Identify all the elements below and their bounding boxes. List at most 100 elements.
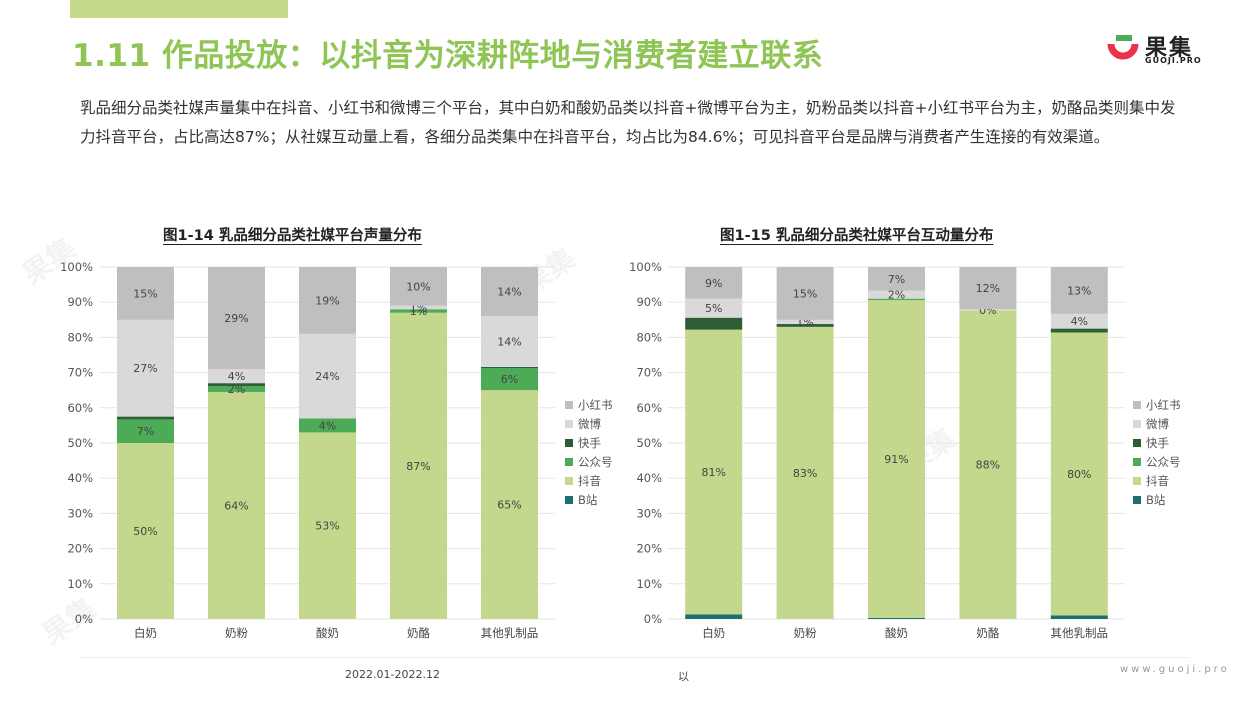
x-tick-label: 其他乳制品 bbox=[1051, 626, 1109, 640]
bar-segment bbox=[299, 333, 356, 419]
bar-segment bbox=[776, 267, 834, 320]
data-label: 7% bbox=[137, 425, 154, 438]
bar-segment bbox=[208, 267, 265, 370]
chart-title-interaction: 图1-15 乳品细分品类社媒平台互动量分布 bbox=[720, 228, 994, 244]
header-accent-bar bbox=[70, 0, 288, 18]
x-tick-label: 白奶 bbox=[702, 626, 725, 640]
y-tick-label: 20% bbox=[67, 542, 93, 556]
bar-segment bbox=[299, 432, 356, 619]
logo-icon bbox=[1107, 35, 1139, 60]
data-label: 15% bbox=[793, 287, 817, 300]
y-tick-label: 30% bbox=[67, 506, 93, 520]
data-label: 53% bbox=[315, 520, 339, 533]
data-label: 12% bbox=[976, 282, 1000, 295]
y-tick-label: 100% bbox=[629, 260, 662, 274]
y-tick-label: 30% bbox=[636, 506, 662, 520]
legend-label: 公众号 bbox=[1146, 454, 1181, 469]
bar-segment bbox=[776, 326, 834, 619]
legend-label: B站 bbox=[1146, 492, 1166, 507]
bar-segment bbox=[208, 391, 265, 619]
bar-segment bbox=[776, 324, 834, 327]
legend-item: 快手 bbox=[565, 433, 613, 452]
data-label: 10% bbox=[406, 280, 430, 293]
legend-label: 抖音 bbox=[578, 473, 601, 488]
data-label: 88% bbox=[976, 459, 1000, 472]
y-tick-label: 70% bbox=[636, 366, 662, 380]
y-tick-label: 60% bbox=[67, 401, 93, 415]
y-tick-label: 50% bbox=[67, 436, 93, 450]
bar-segment bbox=[117, 416, 174, 420]
data-label: 9% bbox=[705, 277, 722, 290]
data-label: 19% bbox=[315, 294, 339, 307]
bar-segment bbox=[299, 418, 356, 433]
bar-segment bbox=[685, 317, 743, 330]
bar-segment bbox=[685, 614, 743, 619]
legend-item: B站 bbox=[565, 490, 613, 509]
bar-segment bbox=[208, 369, 265, 384]
legend-item: 公众号 bbox=[1133, 452, 1181, 471]
legend-label: 快手 bbox=[1146, 435, 1169, 450]
legend-swatch bbox=[565, 438, 573, 447]
x-tick-label: 其他乳制品 bbox=[481, 626, 539, 640]
legend-swatch bbox=[1133, 495, 1141, 504]
data-label: 91% bbox=[884, 453, 908, 466]
data-label: 64% bbox=[224, 499, 248, 512]
data-label: 50% bbox=[133, 525, 157, 538]
legend-interaction: 小红书 微博 快手 公众号 抖音 B站 bbox=[1133, 395, 1181, 509]
data-label: 5% bbox=[705, 302, 722, 315]
data-label: 4% bbox=[228, 370, 245, 383]
bar-segment bbox=[1050, 615, 1108, 619]
description-paragraph: 乳品细分品类社媒声量集中在抖音、小红书和微博三个平台，其中白奶和酸奶品类以抖音+… bbox=[80, 99, 1176, 146]
legend-label: 微博 bbox=[578, 416, 601, 431]
y-tick-label: 0% bbox=[644, 612, 662, 626]
y-tick-label: 50% bbox=[636, 436, 662, 450]
data-label: 15% bbox=[133, 287, 157, 300]
legend-item: 微博 bbox=[1133, 414, 1181, 433]
bar-segment bbox=[1050, 313, 1108, 329]
footer-divider bbox=[80, 657, 1190, 658]
bar-segment bbox=[1050, 328, 1108, 333]
y-tick-label: 90% bbox=[67, 295, 93, 309]
legend-label: 小红书 bbox=[578, 397, 613, 412]
legend-item: B站 bbox=[1133, 490, 1181, 509]
data-label: 4% bbox=[1071, 315, 1088, 328]
bar-segment bbox=[208, 385, 265, 392]
bar-segment bbox=[959, 267, 1017, 310]
y-tick-label: 10% bbox=[67, 577, 93, 591]
legend-item: 公众号 bbox=[565, 452, 613, 471]
bar-segment bbox=[481, 366, 538, 369]
page-title: 1.11 作品投放：以抖音为深耕阵地与消费者建立联系 bbox=[72, 38, 824, 74]
footer-date: 2022.01-2022.12 bbox=[345, 668, 440, 681]
bar-segment bbox=[868, 298, 925, 301]
legend-swatch bbox=[565, 457, 573, 466]
data-label: 27% bbox=[133, 362, 157, 375]
bar-segment bbox=[390, 309, 447, 313]
data-label: 24% bbox=[315, 370, 339, 383]
data-label: 81% bbox=[701, 466, 725, 479]
y-tick-label: 20% bbox=[636, 542, 662, 556]
legend-label: B站 bbox=[578, 492, 598, 507]
legend-item: 快手 bbox=[1133, 433, 1181, 452]
x-tick-label: 酸奶 bbox=[885, 626, 908, 640]
footer-url: www.guoji.pro bbox=[1120, 664, 1230, 675]
data-label: 4% bbox=[319, 419, 336, 432]
x-tick-label: 奶酪 bbox=[407, 626, 430, 640]
legend-label: 微博 bbox=[1146, 416, 1169, 431]
legend-swatch bbox=[565, 419, 573, 428]
data-label: 13% bbox=[1067, 284, 1091, 297]
bar-segment bbox=[868, 267, 925, 291]
bar-segment bbox=[685, 329, 743, 615]
bar-segment bbox=[868, 290, 925, 299]
legend-label: 快手 bbox=[578, 435, 601, 450]
x-tick-label: 酸奶 bbox=[316, 626, 339, 640]
data-label: 80% bbox=[1067, 468, 1091, 481]
data-label: 83% bbox=[793, 467, 817, 480]
legend-item: 抖音 bbox=[565, 471, 613, 490]
bar-segment bbox=[868, 617, 925, 619]
x-tick-label: 白奶 bbox=[134, 626, 157, 640]
bar-segment bbox=[390, 267, 447, 306]
data-label: 65% bbox=[497, 499, 521, 512]
bar-segment bbox=[117, 419, 174, 443]
data-label: 2% bbox=[888, 289, 905, 302]
